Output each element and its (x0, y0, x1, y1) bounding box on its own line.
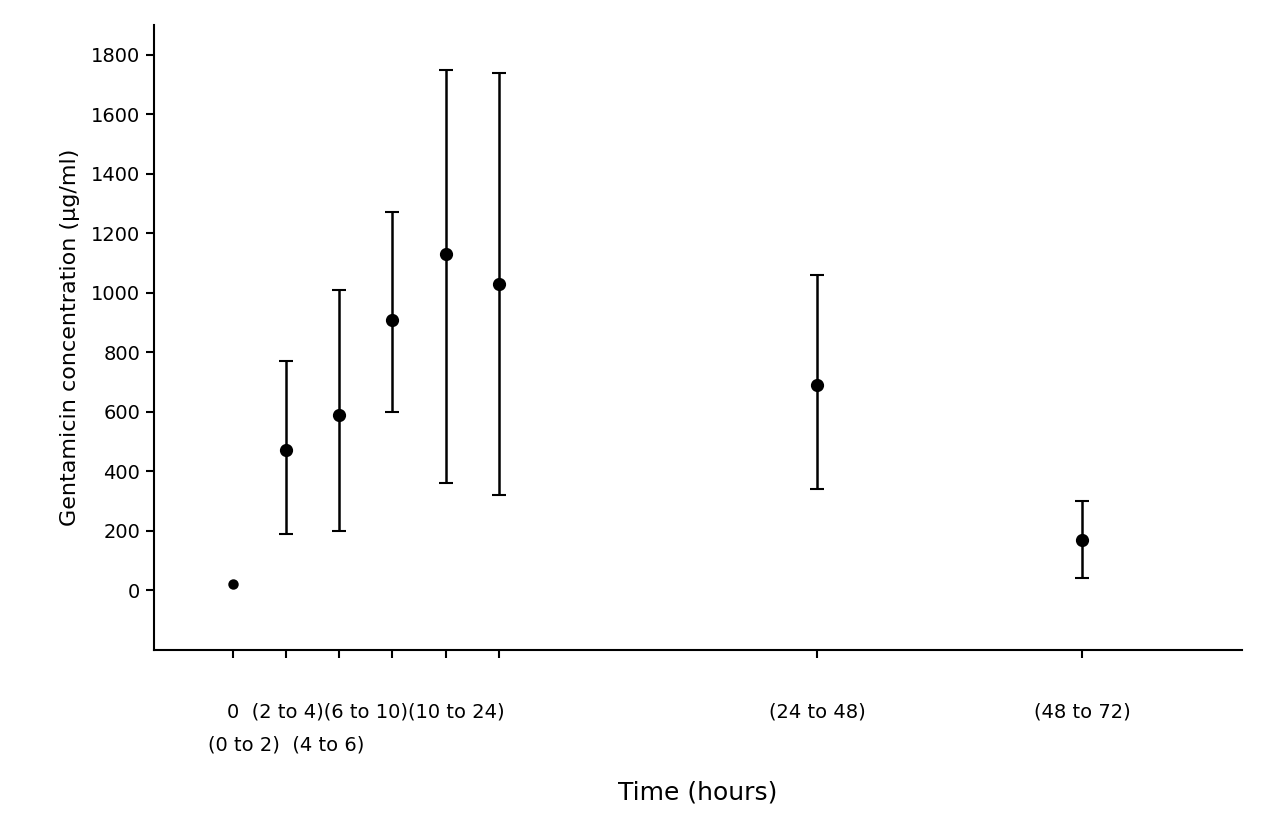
Text: (0 to 2)  (4 to 6): (0 to 2) (4 to 6) (209, 736, 365, 755)
Text: (24 to 48): (24 to 48) (768, 702, 865, 721)
X-axis label: Time (hours): Time (hours) (618, 781, 777, 805)
Text: 0  (2 to 4)(6 to 10)(10 to 24): 0 (2 to 4)(6 to 10)(10 to 24) (227, 702, 504, 721)
Y-axis label: Gentamicin concentration (µg/ml): Gentamicin concentration (µg/ml) (60, 148, 81, 526)
Text: (48 to 72): (48 to 72) (1034, 702, 1130, 721)
